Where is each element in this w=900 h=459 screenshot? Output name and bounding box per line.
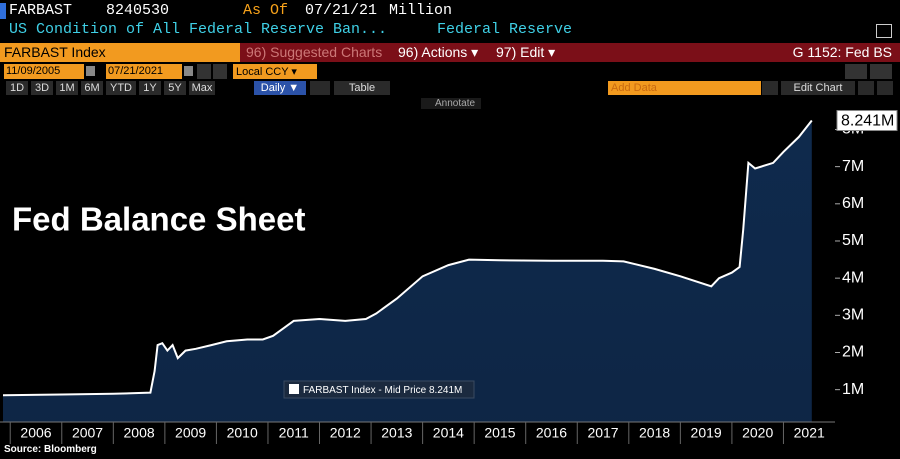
end-date: 07/21/2021 bbox=[108, 65, 164, 77]
x-tick-label: 2009 bbox=[175, 425, 206, 441]
x-tick-label: 2013 bbox=[381, 425, 412, 441]
range-button[interactable]: YTD bbox=[106, 81, 136, 95]
unit: Million bbox=[389, 2, 453, 19]
legend-name: FARBAST Index - Mid Price bbox=[303, 385, 427, 396]
x-tick-label: 2016 bbox=[536, 425, 567, 441]
annotate[interactable]: Annotate bbox=[421, 98, 482, 109]
x-tick-label: 2007 bbox=[72, 425, 103, 441]
page-code: G 1152: Fed BS bbox=[792, 44, 892, 60]
range-button[interactable]: 6M bbox=[81, 81, 103, 95]
legend-swatch bbox=[289, 384, 299, 394]
y-tick-label: 4M bbox=[842, 269, 864, 286]
collapse-button[interactable] bbox=[762, 81, 778, 95]
legend-label: FARBAST Index - Mid Price 8.241M bbox=[303, 385, 462, 396]
next-button[interactable] bbox=[213, 64, 227, 79]
y-tick-label: 2M bbox=[842, 344, 864, 361]
y-tick-label: 1M bbox=[842, 381, 864, 398]
menu-bar bbox=[240, 43, 900, 62]
calendar-icon[interactable] bbox=[184, 66, 193, 76]
edit-menu[interactable]: 97) Edit ▾ bbox=[496, 44, 556, 60]
undo-button[interactable] bbox=[845, 64, 867, 79]
line bbox=[2, 119, 813, 397]
range-button[interactable]: 1Y bbox=[139, 81, 161, 95]
chart-type-icon[interactable] bbox=[310, 81, 330, 95]
start-field[interactable] bbox=[4, 64, 84, 79]
last-value-box bbox=[836, 110, 898, 132]
as-of-label: As Of bbox=[243, 2, 289, 19]
x-tick-label: 2019 bbox=[691, 425, 722, 441]
x-tick-label: 2011 bbox=[279, 425, 309, 441]
currency: Local CCY ▾ bbox=[236, 66, 297, 78]
x-tick-label: 2008 bbox=[124, 425, 155, 441]
last-value-label: 8.241M bbox=[841, 113, 894, 130]
legend-value: 8.241M bbox=[429, 385, 462, 396]
settings-button[interactable] bbox=[858, 81, 874, 95]
edit-chart[interactable]: Edit Chart bbox=[781, 81, 855, 95]
ticker: FARBAST bbox=[9, 2, 73, 19]
frequency[interactable]: Daily ▼ bbox=[254, 81, 306, 95]
range-button[interactable]: 1M bbox=[56, 81, 78, 95]
add-data[interactable]: Add Data bbox=[608, 81, 761, 95]
chart-title: Fed Balance Sheet bbox=[12, 201, 305, 238]
range-button[interactable]: 1D bbox=[6, 81, 28, 95]
y-tick-label: 5M bbox=[842, 232, 864, 249]
x-tick-label: 2015 bbox=[484, 425, 515, 441]
security-field[interactable] bbox=[0, 43, 240, 62]
x-tick-label: 2012 bbox=[330, 425, 361, 441]
x-tick-label: 2020 bbox=[742, 425, 773, 441]
y-tick-label: 6M bbox=[842, 195, 864, 212]
x-tick-label: 2006 bbox=[20, 425, 51, 441]
x-tick-label: 2010 bbox=[227, 425, 258, 441]
suggested-charts[interactable]: 96) Suggested Charts bbox=[246, 44, 383, 60]
description: US Condition of All Federal Reserve Ban.… bbox=[9, 21, 388, 38]
x-tick-label: 2021 bbox=[794, 425, 825, 441]
currency-field[interactable] bbox=[233, 64, 317, 79]
redo-button[interactable] bbox=[870, 64, 892, 79]
range-button[interactable]: Max bbox=[189, 81, 215, 95]
source-name: Federal Reserve bbox=[437, 21, 573, 38]
popout-icon[interactable] bbox=[876, 24, 892, 38]
prev-button[interactable] bbox=[197, 64, 211, 79]
as-of-date: 07/21/21 bbox=[305, 2, 378, 19]
x-tick-label: 2018 bbox=[639, 425, 670, 441]
y-tick-label: 3M bbox=[842, 307, 864, 324]
x-tick-label: 2017 bbox=[587, 425, 618, 441]
actions-menu[interactable]: 96) Actions ▾ bbox=[398, 44, 479, 60]
range-button[interactable]: 5Y bbox=[164, 81, 186, 95]
security: FARBAST Index bbox=[4, 44, 106, 60]
table-button[interactable]: Table bbox=[334, 81, 390, 95]
range-button[interactable]: 3D bbox=[31, 81, 53, 95]
y-tick-label: 7M bbox=[842, 158, 864, 175]
last-value: 8240530 bbox=[106, 2, 170, 19]
end-field[interactable] bbox=[106, 64, 182, 79]
x-tick-label: 2014 bbox=[433, 425, 464, 441]
area bbox=[3, 120, 812, 422]
start-date: 11/09/2005 bbox=[6, 65, 61, 77]
marker bbox=[0, 3, 6, 19]
calendar-icon[interactable] bbox=[86, 66, 95, 76]
help-button[interactable] bbox=[877, 81, 893, 95]
legend-box bbox=[283, 380, 475, 399]
source: Source: Bloomberg bbox=[4, 444, 97, 455]
